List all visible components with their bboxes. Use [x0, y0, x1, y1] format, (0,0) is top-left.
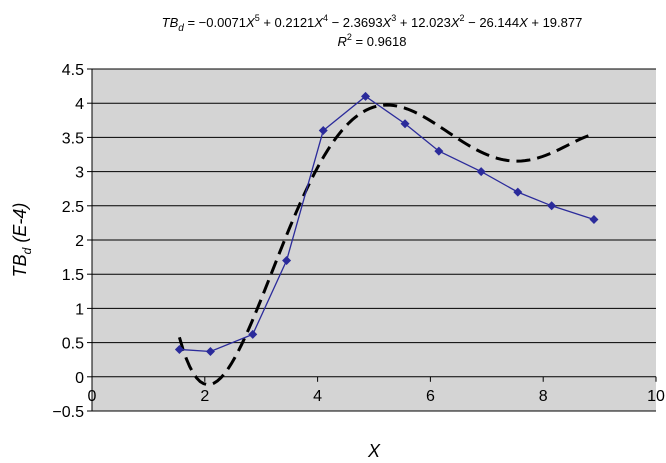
y-axis-title: TBd (E-4): [10, 203, 34, 278]
y-tick-label: 3: [75, 165, 84, 182]
axes: [87, 68, 657, 412]
data-point: [513, 187, 523, 197]
data-point: [589, 214, 599, 224]
trendline-equation: TBd = −0.0071X5 + 0.2121X4 − 2.3693X3 + …: [162, 13, 583, 34]
data-point: [318, 126, 328, 136]
data-point: [361, 91, 371, 101]
data-point: [248, 329, 258, 339]
y-tick-label: 1.5: [62, 267, 84, 284]
x-tick-label: 4: [313, 388, 322, 405]
y-tick-label: 0: [75, 370, 84, 387]
y-tick-label: 0.5: [62, 336, 84, 353]
x-axis-title: X: [367, 441, 381, 461]
r-squared-label: R2 = 0.9618: [338, 32, 407, 49]
x-tick-label: 6: [426, 388, 435, 405]
gridlines: [92, 68, 656, 412]
y-tick-label: 2: [75, 233, 84, 250]
y-tick-label: 4.5: [62, 62, 84, 79]
y-tick-label: 1: [75, 301, 84, 318]
x-tick-label: 0: [88, 388, 97, 405]
y-tick-label: 3.5: [62, 130, 84, 147]
y-tick-label: −0.5: [52, 404, 84, 421]
tick-labels: −0.500.511.522.533.544.50 2 4 6 8 10: [52, 62, 665, 421]
y-tick-label: 2.5: [62, 199, 84, 216]
x-tick-label: 8: [539, 388, 548, 405]
y-tick-label: 4: [75, 96, 84, 113]
x-tick-label: 10: [647, 388, 665, 405]
trendline: [177, 103, 595, 387]
data-point: [205, 346, 215, 356]
series-line: [179, 95, 595, 353]
data-point: [547, 201, 557, 211]
series-layer: [174, 91, 599, 387]
data-point: [282, 256, 292, 266]
data-point: [174, 344, 184, 354]
data-point: [400, 119, 410, 129]
x-tick-label: 2: [200, 388, 209, 405]
data-point: [476, 167, 486, 177]
data-point: [434, 146, 444, 156]
